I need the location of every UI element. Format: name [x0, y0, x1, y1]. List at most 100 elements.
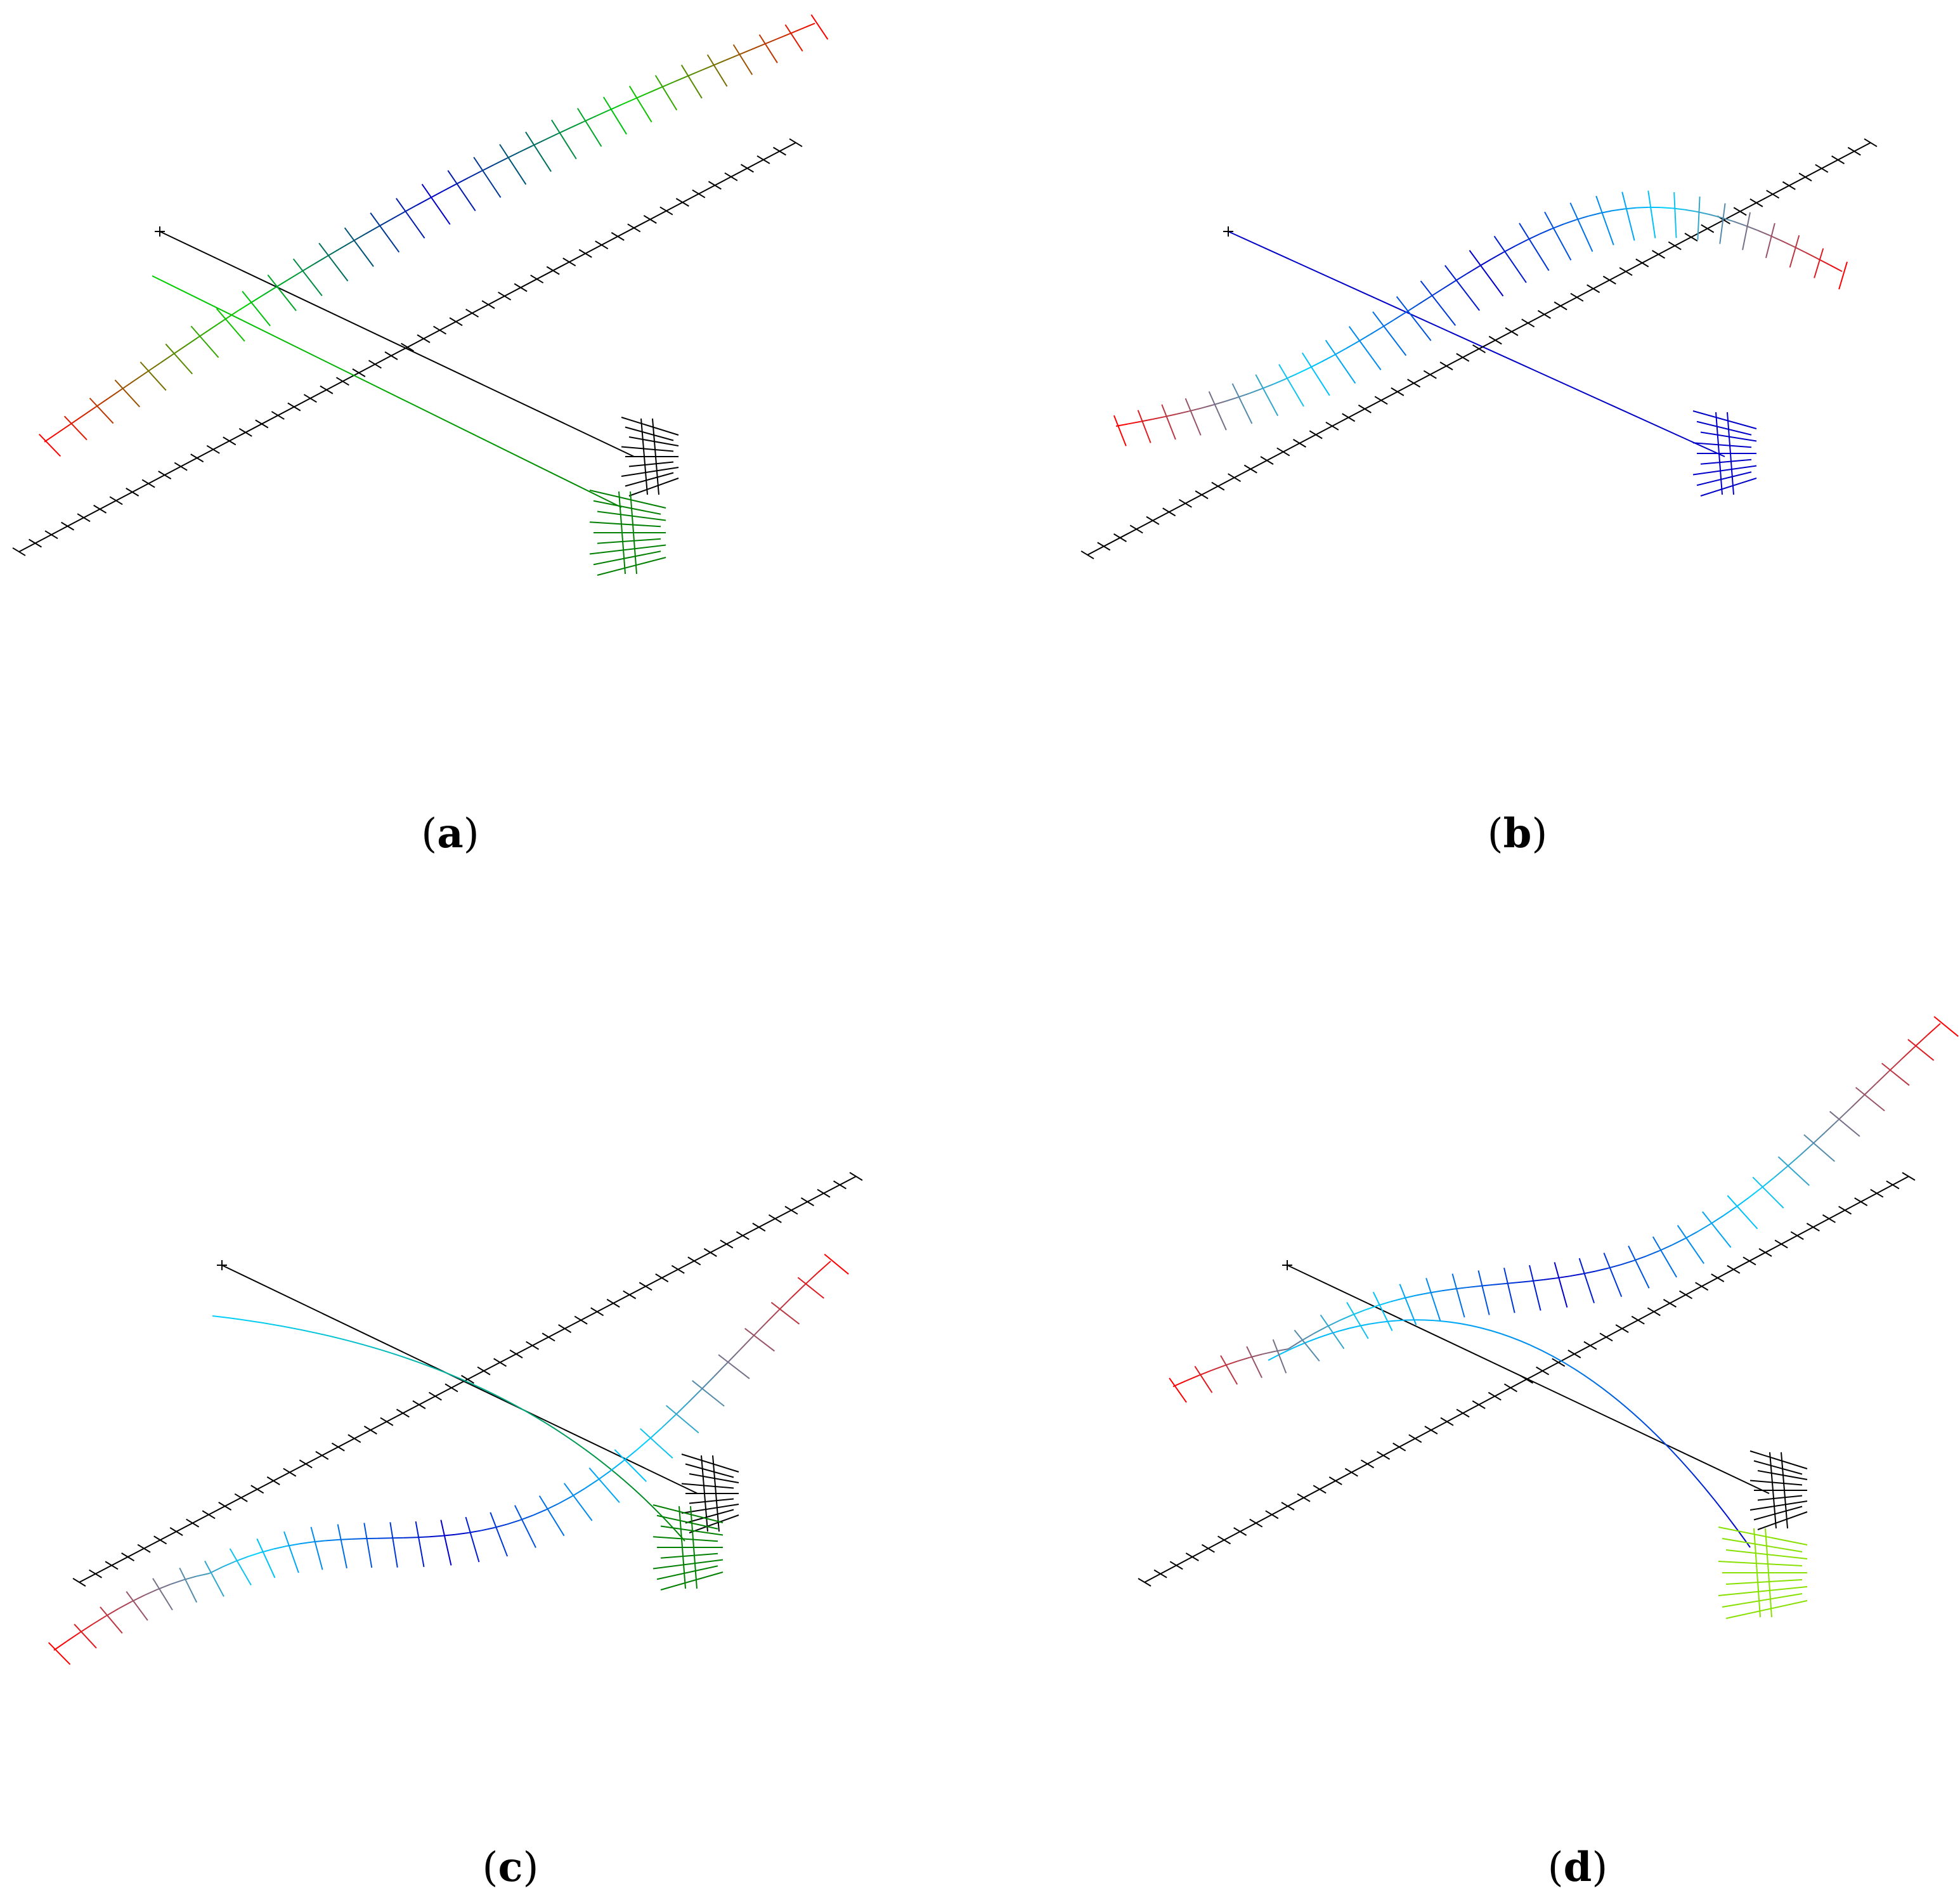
- panel-a-reference-rib: [77, 513, 91, 523]
- panel-d-deformed-spar: [1837, 1107, 1852, 1121]
- panel-d-deformed-spar: [1287, 1340, 1302, 1350]
- panel-c-def-tail-rib: [656, 1514, 718, 1530]
- panel-b-reference-rib: [1701, 224, 1715, 233]
- panel-d-reference-rib: [1695, 1282, 1709, 1291]
- panel-d-reference-rib: [1711, 1273, 1725, 1282]
- panel-b-reference-rib: [1668, 241, 1682, 251]
- panel-d-reference-rib: [1631, 1315, 1645, 1325]
- panel-b-reference-rib: [1423, 370, 1437, 379]
- panel-b-deformed-spar: [1273, 378, 1286, 385]
- panel-c-deformed-rib: [665, 1405, 699, 1434]
- panel-c-deformed-spar: [481, 1527, 495, 1532]
- panel-c-deformed-rib: [283, 1531, 299, 1573]
- panel-a-deformed-spar: [519, 145, 533, 153]
- panel-b-label: b: [1503, 810, 1532, 857]
- panel-d-reference-rib: [1201, 1544, 1215, 1553]
- panel-a-reference-rib: [271, 411, 285, 420]
- panel-d-deformed-spar: [1390, 1298, 1404, 1303]
- panel-b-diagram: [1081, 138, 1878, 559]
- panel-a-reference-rib: [708, 181, 722, 190]
- panel-a-diagram: [12, 14, 829, 576]
- panel-d-deformed-rib: [1246, 1346, 1262, 1378]
- panel-c-def-fuselage: [212, 1315, 685, 1542]
- panel-b-deformed-spar: [1224, 397, 1238, 402]
- panel-d-deformed-rib: [1272, 1339, 1287, 1374]
- panel-c-deformed-spar: [79, 1623, 93, 1634]
- panel-c-reference-rib: [428, 1391, 442, 1401]
- panel-d-deformed-spar: [1876, 1070, 1890, 1084]
- panel-c-reference-rib: [655, 1273, 669, 1282]
- panel-a-deformed-rib: [525, 131, 552, 172]
- panel-d-reference-rib: [1488, 1391, 1502, 1401]
- panel-a-deformed-spar: [44, 433, 58, 443]
- panel-b-reference-rib: [1243, 464, 1257, 474]
- panel-b-deformed-spar: [1612, 208, 1625, 212]
- panel-c-deformed-spar: [118, 1601, 132, 1610]
- panel-d-deformed-spar: [1301, 1332, 1314, 1342]
- panel-b-deformed-rib: [1838, 261, 1848, 290]
- panel-c-deformed-rib: [337, 1524, 347, 1569]
- panel-b-deformed-rib: [1765, 223, 1775, 258]
- panel-a-deformed-spar: [237, 303, 250, 312]
- panel-b-reference-rib: [1195, 490, 1209, 500]
- panel-a-deformed-spar: [673, 75, 687, 83]
- panel-c-ref-tail-rib: [681, 1483, 734, 1489]
- panel-d-deformed-rib: [1652, 1236, 1677, 1278]
- panel-d-reference-rib: [1424, 1426, 1438, 1435]
- panel-a-deformed-rib: [344, 227, 374, 267]
- panel-a-reference-rib: [724, 172, 738, 181]
- panel-b-deformed-rib: [1348, 326, 1382, 370]
- panel-c-reference-rib: [396, 1409, 410, 1418]
- panel-a-ref-tail-spar: [652, 418, 659, 495]
- panel-a-def-tail-rib: [597, 557, 666, 576]
- panel-d-deformed-spar: [1313, 1326, 1327, 1334]
- panel-c-reference-rib: [477, 1366, 491, 1376]
- panel-d-ref-tail-rib: [1749, 1450, 1808, 1469]
- panel-c-deformed-rib: [824, 1253, 849, 1275]
- panel-a-deformed-spar: [262, 287, 276, 296]
- panel-a-reference-rib: [530, 275, 544, 283]
- panel-d-reference-rib: [1281, 1502, 1295, 1511]
- panel-c-reference-rib: [202, 1510, 216, 1519]
- panel-a-reference-rib: [238, 427, 252, 437]
- panel-c-reference-rib: [703, 1248, 717, 1257]
- panel-a-deformed-spar: [545, 133, 559, 141]
- panel-d-reference-rib: [1902, 1172, 1916, 1181]
- panel-c-deformed-rib: [514, 1505, 536, 1548]
- panel-a-reference-rib: [514, 283, 528, 292]
- panel-a-deformed-rib: [628, 86, 652, 123]
- panel-c-reference-rib: [363, 1426, 377, 1435]
- panel-c-ref-tail-rib: [689, 1514, 739, 1533]
- panel-c-deformed-spar: [649, 1426, 663, 1440]
- panel-d-deformed-rib: [1346, 1301, 1369, 1339]
- panel-d-ref-tail-rib: [1753, 1506, 1803, 1521]
- panel-a-ref-tail-rib: [625, 426, 674, 441]
- panel-b-reference-rib: [1309, 430, 1323, 439]
- panel-c-reference-rib: [186, 1518, 200, 1528]
- panel-d-reference-rib: [1536, 1366, 1550, 1376]
- panel-c-deformed-rib: [256, 1538, 276, 1578]
- panel-b-reference-rib: [1635, 258, 1649, 268]
- panel-d-deformed-rib: [1628, 1246, 1650, 1289]
- panel-a-deformed-spar: [724, 55, 738, 62]
- panel-a-deformed-rib: [267, 274, 297, 311]
- panel-d-deformed-spar: [1735, 1197, 1749, 1208]
- panel-a-reference-rib: [174, 462, 188, 471]
- panel-c-deformed-spar: [687, 1389, 702, 1403]
- panel-c-reference-rib: [509, 1350, 523, 1358]
- panel-c-reference-rib: [542, 1332, 555, 1342]
- panel-a-def-tail-rib: [593, 500, 661, 515]
- panel-d-def-fuselage: [1268, 1319, 1751, 1548]
- panel-b-caption: (b): [1487, 810, 1548, 857]
- panel-b-reference-rib: [1749, 198, 1763, 207]
- panel-a-deformed-rib: [551, 119, 577, 160]
- panel-c-reference-rib: [380, 1417, 394, 1426]
- panel-a-def-tail-spar: [630, 491, 637, 575]
- panel-a-deformed-spar: [223, 311, 238, 321]
- panel-d-deformed-spar: [1786, 1155, 1800, 1168]
- panel-a-reference-rib: [109, 496, 123, 505]
- panel-c-deformed-rib: [415, 1521, 425, 1568]
- panel-c-reference-rib: [218, 1502, 232, 1511]
- panel-b-reference-rib: [1798, 172, 1812, 182]
- panel-c-ref-tail-rib: [681, 1454, 739, 1473]
